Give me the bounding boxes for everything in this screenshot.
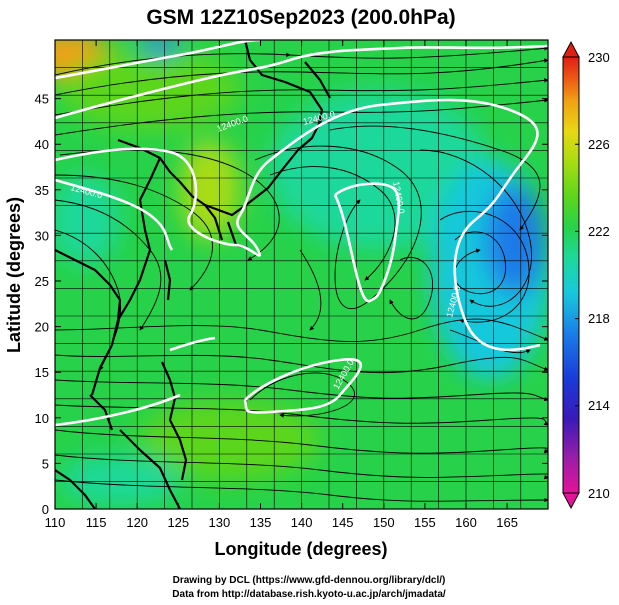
x-tick-marks (54, 40, 508, 509)
cool-patch-west (55, 175, 120, 265)
graticule (55, 40, 548, 509)
x-tick-label: 155 (414, 515, 436, 530)
cool-patch-top (140, 40, 180, 55)
colorbar-gradient (562, 56, 580, 494)
warm-patch-north (60, 50, 240, 130)
colorbar-top-arrow (562, 40, 580, 58)
y-tick-label: 45 (35, 92, 49, 107)
y-tick-label: 10 (35, 411, 49, 426)
colorbar-tick-label: 218 (588, 311, 610, 326)
x-tick-label: 135 (250, 515, 272, 530)
credit-drawing: Drawing by DCL (https://www.gfd-dennou.o… (173, 575, 446, 586)
x-tick-label: 160 (455, 515, 477, 530)
y-tick-marks (55, 98, 548, 510)
x-tick-label: 115 (86, 515, 107, 530)
cool-patch-center (270, 90, 490, 250)
x-tick-label: 150 (373, 515, 395, 530)
y-tick-label: 5 (42, 456, 49, 471)
y-tick-label: 25 (35, 274, 49, 289)
x-axis-label: Longitude (degrees) (214, 539, 387, 559)
colorbar-tick-label: 222 (588, 224, 610, 239)
x-tick-label: 110 (45, 515, 66, 530)
y-tick-label: 30 (35, 228, 49, 243)
y-tick-label: 0 (42, 502, 49, 517)
x-tick-label: 130 (209, 515, 231, 530)
colorbar-tick-label: 214 (588, 398, 610, 413)
colorbar: 230 226 222 218 214 210 (562, 40, 610, 510)
credit-data: Data from http://database.rish.kyoto-u.a… (172, 589, 446, 600)
y-tick-label: 15 (35, 365, 49, 380)
x-tick-labels: 110 115 120 125 130 135 140 145 150 155 … (45, 515, 518, 530)
colorbar-tick-label: 210 (588, 486, 610, 501)
y-tick-label: 20 (35, 320, 49, 335)
x-tick-label: 140 (291, 515, 313, 530)
y-tick-label: 35 (35, 183, 49, 198)
map-title: GSM 12Z10Sep2023 (200.0hPa) (146, 6, 455, 29)
x-tick-label: 145 (332, 515, 354, 530)
cool-patch-sw (60, 455, 180, 505)
x-tick-label: 165 (496, 515, 518, 530)
plot-area: 12400.0 12400.0 12400.0 12400.0 12400.0 … (55, 40, 548, 509)
contours (55, 40, 548, 427)
x-tick-label: 120 (126, 515, 148, 530)
colorbar-bottom-arrow (562, 492, 580, 510)
y-tick-label: 40 (35, 137, 49, 152)
cold-patch-east (485, 185, 545, 295)
colorbar-tick-label: 226 (588, 137, 610, 152)
warm-patch-japan (180, 140, 240, 240)
colorbar-tick-label: 230 (588, 50, 610, 65)
y-tick-labels: 0 5 10 15 20 25 30 35 40 45 (35, 92, 49, 517)
x-tick-label: 125 (167, 515, 189, 530)
y-axis-label: Latitude (degrees) (4, 197, 24, 353)
